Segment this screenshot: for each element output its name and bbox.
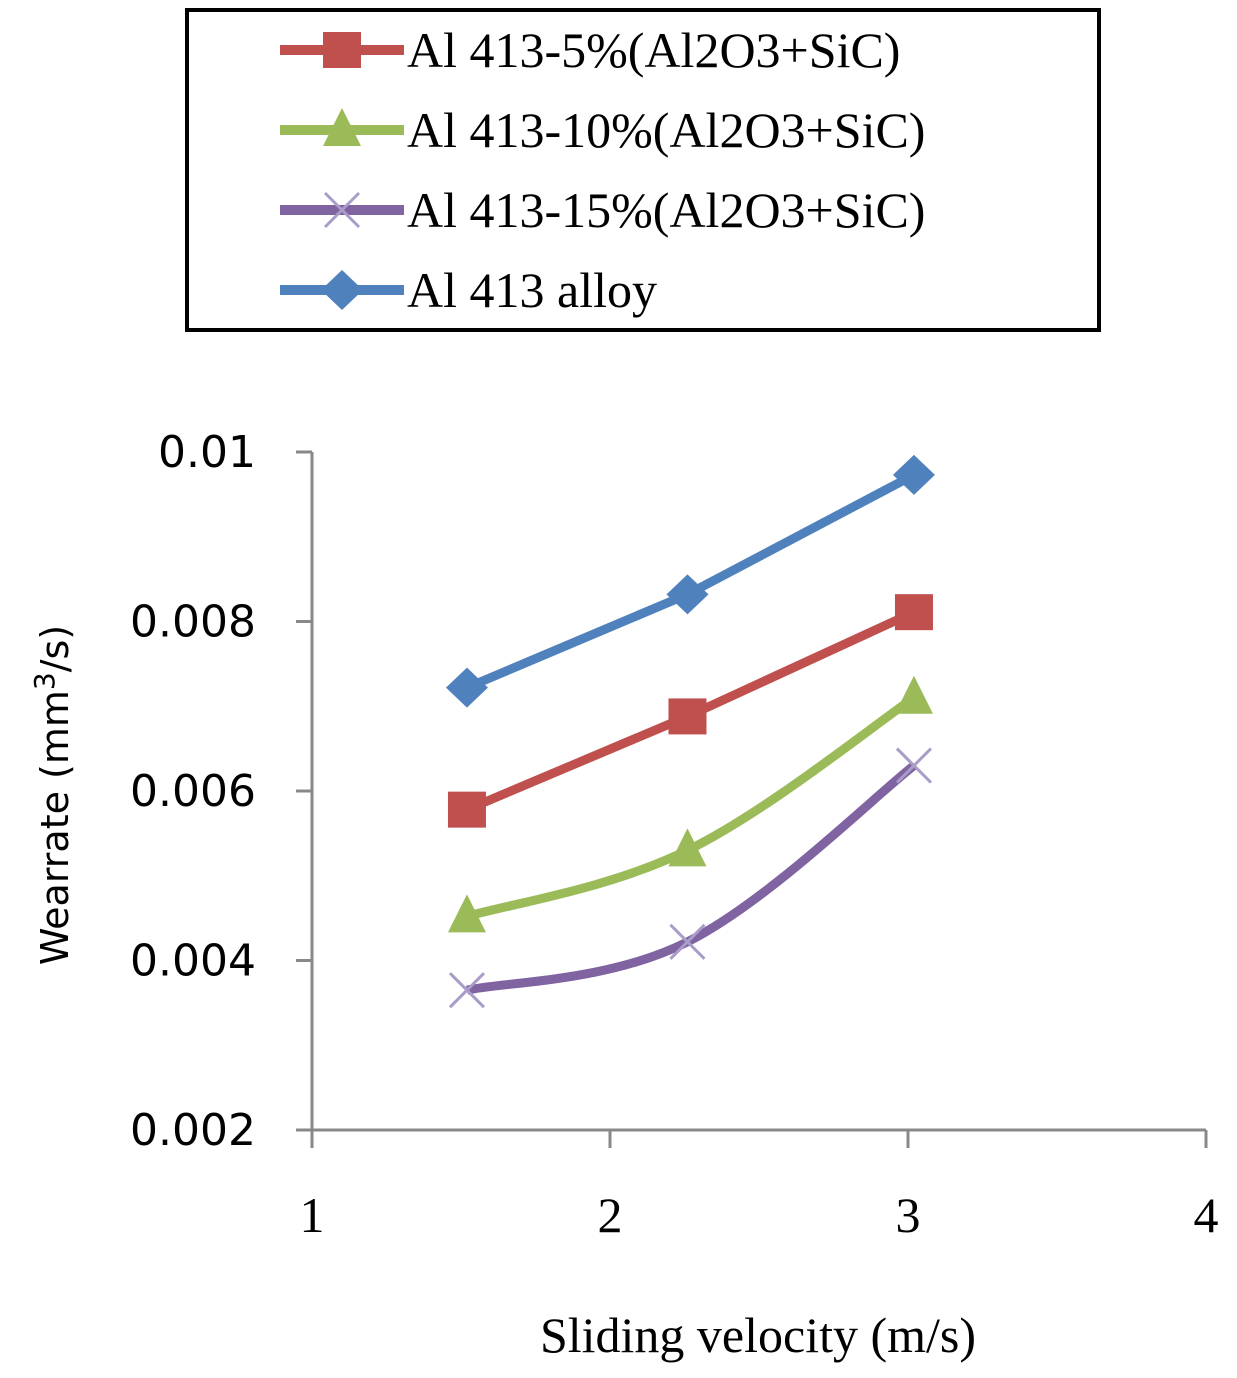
series-4 <box>445 454 935 708</box>
y-axis-title-superscript: 3 <box>28 672 61 690</box>
data-point <box>892 454 935 495</box>
data-point <box>895 747 933 784</box>
y-axis-title: Wearrate (mm3/s) <box>28 625 77 965</box>
legend-marker <box>323 191 361 229</box>
data-point <box>445 667 488 708</box>
series-3 <box>448 747 933 1009</box>
data-point <box>894 675 933 714</box>
legend-marker <box>323 108 361 146</box>
legend-label: Al 413-15%(Al2O3+SiC) <box>407 182 925 238</box>
legend-label: Al 413-10%(Al2O3+SiC) <box>407 102 925 158</box>
y-axis-title-suffix: /s) <box>33 625 77 672</box>
data-point <box>894 594 933 631</box>
y-tick-label: 0.01 <box>158 427 256 478</box>
legend-item: Al 413-15%(Al2O3+SiC) <box>280 182 925 238</box>
data-point <box>666 574 709 615</box>
y-axis-title-main: Wearrate (mm <box>33 690 77 965</box>
legend-item: Al 413-5%(Al2O3+SiC) <box>280 22 900 78</box>
axes <box>296 452 1206 1145</box>
data-point <box>668 828 707 867</box>
data-point <box>448 972 486 1009</box>
x-tick-label: 2 <box>598 1187 623 1243</box>
legend-item: Al 413 alloy <box>280 262 657 318</box>
x-ticks: 1 2 3 4 <box>300 1130 1219 1243</box>
legend-marker <box>323 32 361 68</box>
data-point <box>447 791 486 828</box>
series-line <box>465 762 917 995</box>
x-axis-title: Sliding velocity (m/s) <box>540 1307 976 1363</box>
data-point <box>669 923 706 960</box>
series-group <box>445 454 935 1009</box>
legend-label: Al 413-5%(Al2O3+SiC) <box>407 22 900 78</box>
y-tick-label: 0.006 <box>130 766 256 817</box>
y-tick-label: 0.002 <box>130 1105 256 1156</box>
x-tick-label: 4 <box>1194 1187 1219 1243</box>
legend-item: Al 413-10%(Al2O3+SiC) <box>280 102 925 158</box>
series-2 <box>447 675 933 933</box>
data-point <box>447 894 486 933</box>
y-tick-label: 0.004 <box>130 936 256 987</box>
data-point <box>668 698 707 735</box>
legend: Al 413-5%(Al2O3+SiC) Al 413-10%(Al2O3+SiC… <box>280 22 925 318</box>
x-tick-label: 1 <box>300 1187 325 1243</box>
legend-label: Al 413 alloy <box>407 262 657 318</box>
y-ticks: 0.002 0.004 0.006 0.008 0.01 <box>130 427 312 1156</box>
y-tick-label: 0.008 <box>130 597 256 648</box>
x-tick-label: 3 <box>896 1187 921 1243</box>
legend-marker <box>321 270 363 310</box>
series-1 <box>447 594 933 828</box>
